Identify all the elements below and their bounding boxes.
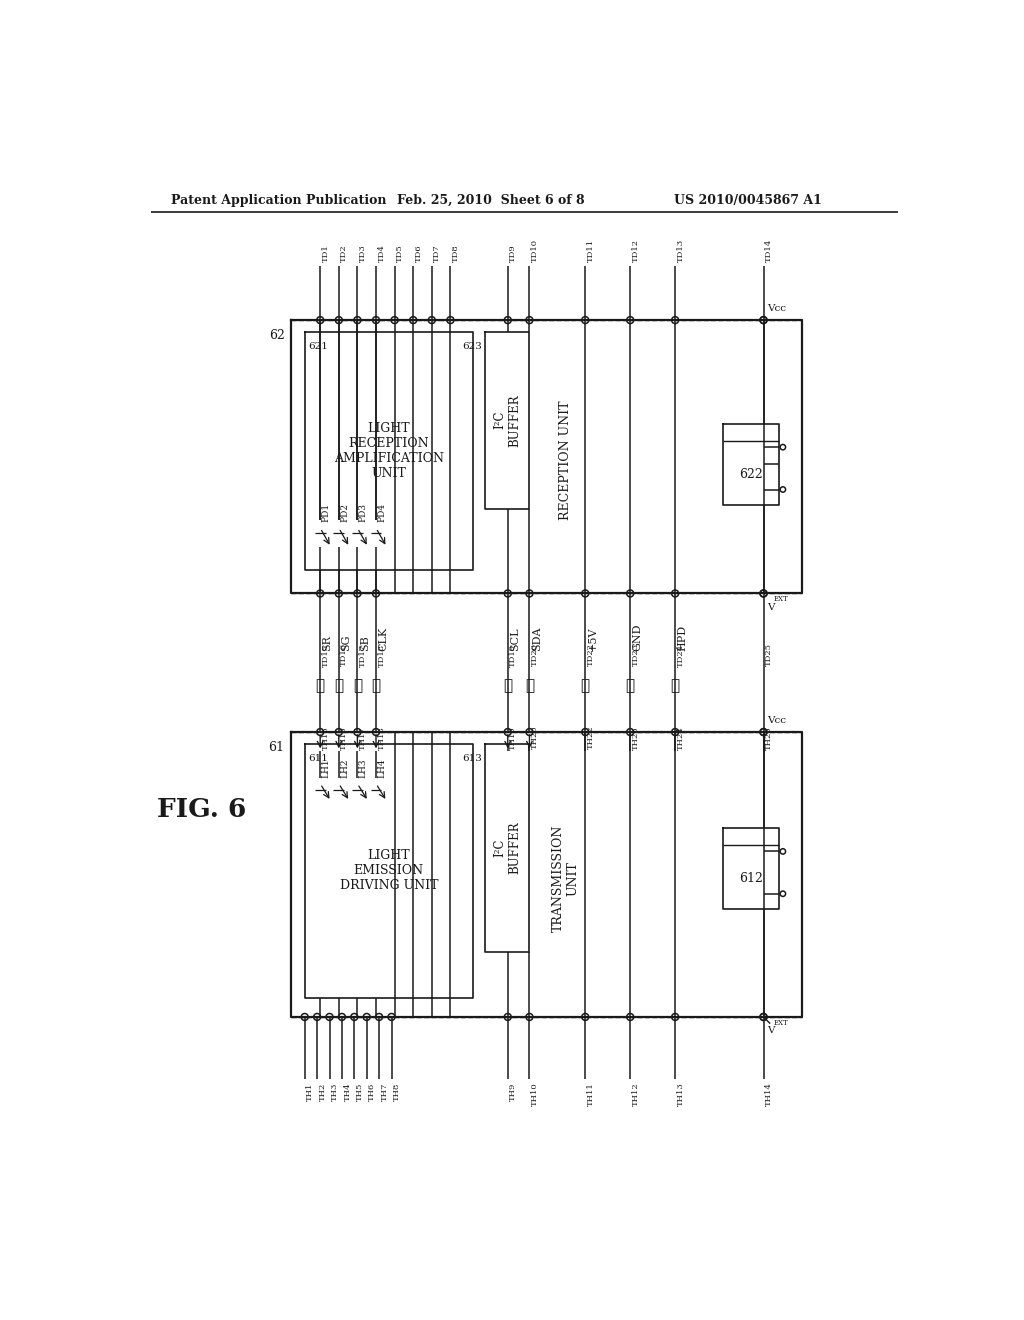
Text: PD1: PD1 bbox=[322, 503, 331, 521]
Text: TH4: TH4 bbox=[343, 1082, 351, 1101]
Text: TD25: TD25 bbox=[765, 644, 773, 667]
Text: TH25: TH25 bbox=[765, 726, 773, 750]
Text: TH10: TH10 bbox=[531, 1082, 539, 1106]
Text: TH22: TH22 bbox=[587, 726, 595, 750]
Text: +5V: +5V bbox=[588, 627, 598, 651]
Text: ≋: ≋ bbox=[626, 678, 635, 693]
Text: SB: SB bbox=[359, 635, 370, 651]
Text: TH6: TH6 bbox=[369, 1082, 376, 1101]
Text: Vcc: Vcc bbox=[767, 304, 786, 313]
Text: LH3: LH3 bbox=[359, 759, 368, 779]
Text: EXT: EXT bbox=[773, 1019, 788, 1027]
Text: TD6: TD6 bbox=[415, 244, 423, 263]
Text: RECEPTION UNIT: RECEPTION UNIT bbox=[559, 401, 572, 520]
Text: TH20: TH20 bbox=[531, 726, 539, 750]
Text: TH24: TH24 bbox=[677, 726, 685, 750]
Text: TD11: TD11 bbox=[587, 239, 595, 263]
Text: 623: 623 bbox=[462, 342, 482, 351]
Text: LH4: LH4 bbox=[378, 759, 386, 779]
Text: TD10: TD10 bbox=[531, 239, 539, 263]
Text: HPD: HPD bbox=[678, 626, 687, 651]
Text: TH13: TH13 bbox=[677, 1082, 685, 1106]
Text: TH11: TH11 bbox=[587, 1082, 595, 1106]
Text: TH18: TH18 bbox=[378, 726, 386, 750]
Text: 622: 622 bbox=[739, 469, 763, 480]
Text: TD24: TD24 bbox=[677, 644, 685, 667]
Text: TH14: TH14 bbox=[765, 1082, 773, 1106]
Text: TH19: TH19 bbox=[509, 726, 517, 750]
Text: TD2: TD2 bbox=[340, 244, 348, 263]
Text: CLK: CLK bbox=[378, 627, 388, 651]
Text: TH7: TH7 bbox=[381, 1082, 389, 1101]
Text: TH1: TH1 bbox=[306, 1082, 314, 1101]
Text: ≋: ≋ bbox=[334, 678, 343, 693]
Text: I²C
BUFFER: I²C BUFFER bbox=[493, 821, 521, 874]
Text: TD19: TD19 bbox=[509, 644, 517, 667]
Text: EXT: EXT bbox=[773, 595, 788, 603]
Text: PD4: PD4 bbox=[378, 503, 386, 521]
Text: 61: 61 bbox=[268, 741, 285, 754]
Text: SDA: SDA bbox=[531, 627, 542, 651]
Text: 611: 611 bbox=[308, 755, 328, 763]
Text: PD2: PD2 bbox=[340, 503, 349, 521]
Text: ≋: ≋ bbox=[315, 678, 325, 693]
Text: TH23: TH23 bbox=[632, 726, 640, 750]
Text: Patent Application Publication: Patent Application Publication bbox=[171, 194, 387, 207]
Text: TD9: TD9 bbox=[509, 244, 517, 263]
Text: ≋: ≋ bbox=[353, 678, 361, 693]
Text: 613: 613 bbox=[462, 755, 482, 763]
Text: PD3: PD3 bbox=[359, 503, 368, 521]
Text: TD14: TD14 bbox=[765, 239, 773, 263]
Text: TD13: TD13 bbox=[677, 239, 685, 263]
Text: TH17: TH17 bbox=[359, 726, 367, 750]
Text: TRANSMISSION
UNIT: TRANSMISSION UNIT bbox=[552, 825, 580, 932]
Text: TD18: TD18 bbox=[378, 644, 386, 667]
Text: TH3: TH3 bbox=[331, 1082, 339, 1101]
Text: TD23: TD23 bbox=[632, 644, 640, 667]
Text: TD22: TD22 bbox=[587, 644, 595, 667]
Text: TD15: TD15 bbox=[322, 644, 330, 667]
Text: TH12: TH12 bbox=[632, 1082, 640, 1106]
Text: V: V bbox=[767, 603, 775, 611]
Text: TH15: TH15 bbox=[322, 726, 330, 750]
Text: GND: GND bbox=[633, 624, 642, 651]
Text: TD12: TD12 bbox=[632, 239, 640, 263]
Text: I²C
BUFFER: I²C BUFFER bbox=[493, 393, 521, 446]
Text: SG: SG bbox=[341, 635, 351, 651]
Text: TH9: TH9 bbox=[509, 1082, 517, 1101]
Text: LIGHT
RECEPTION
AMPLIFICATION
UNIT: LIGHT RECEPTION AMPLIFICATION UNIT bbox=[334, 422, 443, 480]
Text: US 2010/0045867 A1: US 2010/0045867 A1 bbox=[674, 194, 822, 207]
Text: TD8: TD8 bbox=[452, 244, 460, 263]
Text: TD3: TD3 bbox=[359, 244, 367, 263]
Text: TH8: TH8 bbox=[393, 1082, 401, 1101]
Text: ≋: ≋ bbox=[372, 678, 381, 693]
Text: 621: 621 bbox=[308, 342, 328, 351]
Text: Vcc: Vcc bbox=[767, 715, 786, 725]
Text: TD16: TD16 bbox=[340, 644, 348, 667]
Text: LH1: LH1 bbox=[322, 759, 331, 779]
Text: 612: 612 bbox=[739, 873, 763, 886]
Text: ≋: ≋ bbox=[525, 678, 534, 693]
Text: ≋: ≋ bbox=[671, 678, 680, 693]
Text: TD5: TD5 bbox=[396, 244, 404, 263]
Text: LH2: LH2 bbox=[340, 759, 349, 779]
Text: Feb. 25, 2010  Sheet 6 of 8: Feb. 25, 2010 Sheet 6 of 8 bbox=[397, 194, 585, 207]
Text: TD7: TD7 bbox=[433, 244, 441, 263]
Text: TH2: TH2 bbox=[318, 1082, 327, 1101]
Text: TD4: TD4 bbox=[378, 244, 386, 263]
Text: FIG. 6: FIG. 6 bbox=[157, 796, 246, 821]
Text: LIGHT
EMISSION
DRIVING UNIT: LIGHT EMISSION DRIVING UNIT bbox=[340, 849, 438, 892]
Text: V: V bbox=[767, 1027, 775, 1035]
Text: ≋: ≋ bbox=[581, 678, 590, 693]
Text: TD20: TD20 bbox=[531, 644, 539, 667]
Text: TH16: TH16 bbox=[340, 726, 348, 750]
Text: ≋: ≋ bbox=[503, 678, 512, 693]
Text: SR: SR bbox=[323, 635, 333, 651]
Text: SCL: SCL bbox=[510, 628, 520, 651]
Text: TD17: TD17 bbox=[359, 644, 367, 667]
Text: TD1: TD1 bbox=[322, 244, 330, 263]
Text: TH5: TH5 bbox=[356, 1082, 364, 1101]
Text: 62: 62 bbox=[268, 329, 285, 342]
